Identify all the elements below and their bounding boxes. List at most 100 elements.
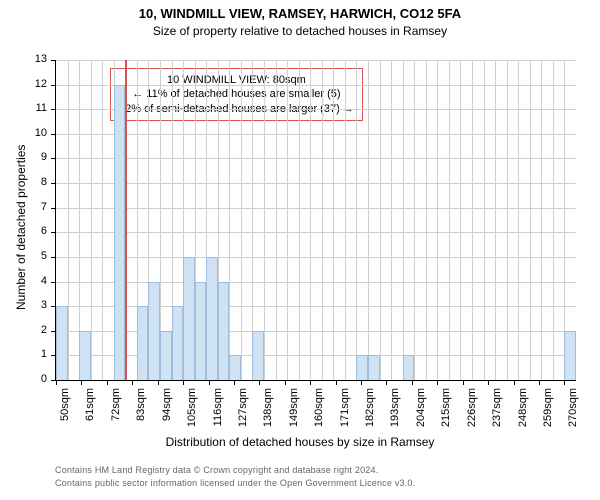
x-tick-label: 171sqm <box>339 388 351 436</box>
y-tick-mark <box>51 60 56 61</box>
grid-line-h <box>56 208 576 209</box>
y-tick-mark <box>51 109 56 110</box>
grid-line-h <box>56 60 576 61</box>
x-tick-label: 160sqm <box>313 388 325 436</box>
y-tick-mark <box>51 208 56 209</box>
histogram-bar <box>195 282 207 380</box>
x-tick-label: 237sqm <box>491 388 503 436</box>
y-tick-mark <box>51 257 56 258</box>
grid-line-v <box>507 60 508 380</box>
grid-line-v <box>518 60 519 380</box>
grid-line-h <box>56 85 576 86</box>
x-tick-label: 138sqm <box>262 388 274 436</box>
grid-line-h <box>56 306 576 307</box>
histogram-bar <box>218 282 230 380</box>
y-tick-label: 3 <box>22 299 47 311</box>
x-tick-mark <box>386 380 387 385</box>
x-tick-mark <box>209 380 210 385</box>
x-tick-label: 248sqm <box>517 388 529 436</box>
x-tick-mark <box>56 380 57 385</box>
y-tick-label: 7 <box>22 201 47 213</box>
histogram-bar <box>356 355 368 380</box>
y-tick-label: 2 <box>22 324 47 336</box>
histogram-bar <box>206 257 218 380</box>
grid-line-h <box>56 109 576 110</box>
x-tick-mark <box>81 380 82 385</box>
grid-line-v <box>356 60 357 380</box>
grid-line-h <box>56 232 576 233</box>
grid-line-v <box>68 60 69 380</box>
y-tick-mark <box>51 158 56 159</box>
y-tick-label: 10 <box>22 127 47 139</box>
grid-line-v <box>460 60 461 380</box>
grid-line-v <box>368 60 369 380</box>
histogram-bar <box>368 355 380 380</box>
property-marker-line <box>125 60 127 380</box>
grid-line-v <box>403 60 404 380</box>
y-tick-label: 4 <box>22 275 47 287</box>
grid-line-v <box>102 60 103 380</box>
x-tick-mark <box>234 380 235 385</box>
y-tick-mark <box>51 134 56 135</box>
plot-area <box>55 60 576 381</box>
footer-line-1: Contains HM Land Registry data © Crown c… <box>55 465 378 475</box>
grid-line-v <box>495 60 496 380</box>
histogram-bar <box>137 306 149 380</box>
grid-line-v <box>299 60 300 380</box>
histogram-bar <box>114 85 126 380</box>
x-tick-label: 226sqm <box>466 388 478 436</box>
histogram-bar <box>403 355 415 380</box>
x-tick-mark <box>488 380 489 385</box>
x-tick-mark <box>463 380 464 385</box>
x-tick-mark <box>310 380 311 385</box>
x-tick-label: 61sqm <box>84 388 96 436</box>
x-tick-label: 116sqm <box>212 388 224 436</box>
x-tick-mark <box>564 380 565 385</box>
grid-line-v <box>241 60 242 380</box>
grid-line-v <box>345 60 346 380</box>
grid-line-v <box>264 60 265 380</box>
y-tick-label: 8 <box>22 176 47 188</box>
grid-line-v <box>426 60 427 380</box>
x-tick-label: 204sqm <box>415 388 427 436</box>
x-tick-label: 72sqm <box>110 388 122 436</box>
x-tick-mark <box>132 380 133 385</box>
y-tick-label: 9 <box>22 151 47 163</box>
x-tick-label: 149sqm <box>288 388 300 436</box>
x-tick-label: 83sqm <box>135 388 147 436</box>
x-tick-mark <box>285 380 286 385</box>
grid-line-v <box>541 60 542 380</box>
y-tick-label: 1 <box>22 348 47 360</box>
grid-line-h <box>56 158 576 159</box>
grid-line-v <box>229 60 230 380</box>
x-tick-label: 94sqm <box>161 388 173 436</box>
x-tick-mark <box>183 380 184 385</box>
x-tick-mark <box>514 380 515 385</box>
x-tick-mark <box>361 380 362 385</box>
histogram-bar <box>148 282 160 380</box>
histogram-bar <box>183 257 195 380</box>
y-tick-label: 0 <box>22 373 47 385</box>
x-tick-label: 215sqm <box>440 388 452 436</box>
y-tick-label: 6 <box>22 225 47 237</box>
y-tick-label: 12 <box>22 78 47 90</box>
x-tick-mark <box>158 380 159 385</box>
x-tick-label: 105sqm <box>186 388 198 436</box>
x-tick-label: 270sqm <box>567 388 579 436</box>
grid-line-h <box>56 183 576 184</box>
histogram-bar <box>56 306 68 380</box>
histogram-bar <box>160 331 172 380</box>
x-tick-label: 127sqm <box>237 388 249 436</box>
grid-line-h <box>56 257 576 258</box>
histogram-bar <box>79 331 91 380</box>
grid-line-v <box>276 60 277 380</box>
x-tick-label: 50sqm <box>59 388 71 436</box>
property-size-histogram: { "title": "10, WINDMILL VIEW, RAMSEY, H… <box>0 0 600 500</box>
grid-line-v <box>414 60 415 380</box>
chart-title: 10, WINDMILL VIEW, RAMSEY, HARWICH, CO12… <box>0 6 600 21</box>
x-tick-mark <box>412 380 413 385</box>
y-tick-label: 5 <box>22 250 47 262</box>
x-axis-label: Distribution of detached houses by size … <box>0 435 600 449</box>
grid-line-v <box>310 60 311 380</box>
footer-line-2: Contains public sector information licen… <box>55 478 415 488</box>
